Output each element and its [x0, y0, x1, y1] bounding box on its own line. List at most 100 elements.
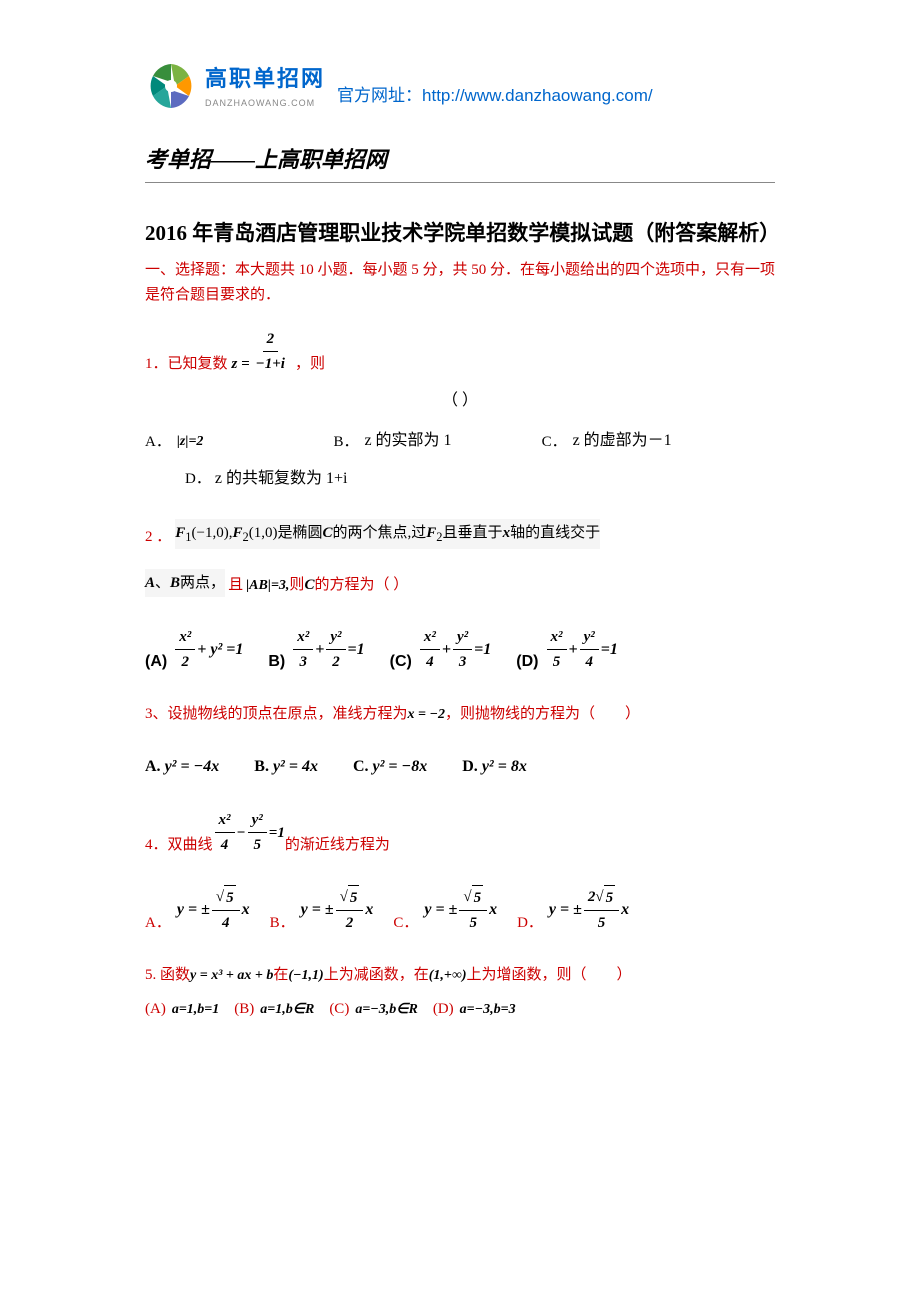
q5-optC: (C) a=−3,b∈R [329, 997, 418, 1021]
q1-formula: z = 2 −1+i [232, 327, 291, 376]
q2-and: 且 [228, 573, 243, 597]
q5-stem: 5. 函数 y = x³ + ax + b 在 (−1,1) 上为减函数，在 (… [145, 963, 775, 987]
q4-optD-label: D． [517, 911, 543, 935]
q5-optB-label: (B) [234, 997, 254, 1021]
logo-text: 高职单招网 DANZHAOWANG.COM [205, 61, 325, 111]
q2-line1: 2 ． F1(−1,0),F2(1,0)是椭圆C的两个焦点,过F2且垂直于x轴的… [145, 519, 775, 549]
q3-optC-eq: C. y² = −8x [353, 754, 427, 780]
q2-optD: (D) x²5+y²4=1 [516, 625, 618, 674]
q5-mid2: 上为减函数，在 [324, 963, 429, 987]
q4-optA-eq: y = ±54x [177, 885, 250, 935]
q4-optA: A． y = ±54x [145, 885, 250, 935]
q2-abeq: |AB|=3, [246, 575, 289, 597]
q4-optC: C． y = ±55x [393, 885, 497, 935]
q5-int1: (−1,1) [288, 965, 323, 987]
q5-optA: (A) a=1,b=1 [145, 997, 219, 1021]
q5-optA-eq: a=1,b=1 [172, 999, 219, 1021]
q4-optB-label: B． [270, 911, 295, 935]
q2-stem1: F1(−1,0),F2(1,0)是椭圆C的两个焦点,过F2且垂直于x轴的直线交于 [175, 519, 600, 549]
q1-zeq: z = [232, 352, 250, 376]
url-value: http://www.danzhaowang.com/ [422, 86, 653, 105]
q4-optC-label: C． [393, 911, 418, 935]
q5-optC-label: (C) [329, 997, 349, 1021]
page-header: 高职单招网 DANZHAOWANG.COM 官方网址：http://www.da… [145, 60, 775, 112]
q5-optA-label: (A) [145, 997, 166, 1021]
q5-optC-eq: a=−3,b∈R [355, 999, 418, 1021]
q3-options: A. y² = −4x B. y² = 4x C. y² = −8x D. y²… [145, 754, 775, 780]
q5-optB-eq: a=1,b∈R [260, 999, 314, 1021]
question-5: 5. 函数 y = x³ + ax + b 在 (−1,1) 上为减函数，在 (… [145, 963, 775, 1021]
q2-C: C [304, 573, 314, 597]
logo-section: 高职单招网 DANZHAOWANG.COM [145, 60, 325, 112]
q5-options: (A) a=1,b=1 (B) a=1,b∈R (C) a=−3,b∈R (D)… [145, 997, 775, 1021]
url-label: 官方网址： [337, 86, 422, 105]
q1-optC: C． z 的虚部为－1 [542, 428, 672, 454]
q1-optB-label: B． [333, 430, 358, 454]
question-4: 4．双曲线 x²4−y²5=1 的渐近线方程为 A． y = ±54x B． y… [145, 808, 775, 935]
q2-then: 则 [289, 573, 304, 597]
q3-eq: x = −2 [408, 704, 445, 726]
question-2: 2 ． F1(−1,0),F2(1,0)是椭圆C的两个焦点,过F2且垂直于x轴的… [145, 519, 775, 674]
q5-prefix: 5. 函数 [145, 963, 190, 987]
q5-optD-label: (D) [433, 997, 454, 1021]
logo-icon [145, 60, 197, 112]
q5-optB: (B) a=1,b∈R [234, 997, 314, 1021]
q4-options: A． y = ±54x B． y = ±52x C． y = ±55x D． y… [145, 885, 775, 935]
q3-optB-eq: B. y² = 4x [254, 754, 318, 780]
q3-optB: B. y² = 4x [254, 754, 318, 780]
q3-optA: A. y² = −4x [145, 754, 219, 780]
q4-eq: x²4−y²5=1 [213, 808, 285, 857]
q2-suffix: 的方程为（ ） [314, 573, 408, 597]
q2-optA-eq: x²2+ y² =1 [173, 625, 243, 674]
q3-optD-eq: D. y² = 8x [462, 754, 527, 780]
q2-optD-eq: x²5+y²4=1 [545, 625, 618, 674]
q3-optC: C. y² = −8x [353, 754, 427, 780]
q1-paren: （ ） [145, 388, 775, 414]
q5-eq1: y = x³ + ax + b [190, 965, 273, 987]
q2-optC-label: (C) [390, 649, 412, 675]
q3-optA-eq: A. y² = −4x [145, 754, 219, 780]
q1-optA: A． |z|=2 [145, 430, 203, 454]
q4-stem: 4．双曲线 x²4−y²5=1 的渐近线方程为 [145, 808, 775, 857]
q4-suffix: 的渐近线方程为 [285, 833, 390, 857]
q5-optD-eq: a=−3,b=3 [460, 999, 516, 1021]
q3-stem: 3、设抛物线的顶点在原点，准线方程为 x = −2 ，则抛物线的方程为（ ） [145, 702, 775, 726]
q1-optD: D． z 的共轭复数为 1+i [185, 466, 775, 492]
q4-optD: D． y = ±255x [517, 885, 629, 935]
q2-optB-label: B) [268, 649, 285, 675]
q1-optB: B． z 的实部为 1 [333, 428, 451, 454]
section-header: 一、选择题：本大题共 10 小题．每小题 5 分，共 50 分．在每小题给出的四… [145, 258, 775, 309]
q1-options-row1: A． |z|=2 B． z 的实部为 1 C． z 的虚部为－1 [145, 428, 775, 454]
question-1: 1．已知复数 z = 2 −1+i ，则 （ ） A． |z|=2 B． z 的… [145, 327, 775, 492]
q1-prefix: 1．已知复数 [145, 352, 228, 376]
q5-mid1: 在 [273, 963, 288, 987]
url-text: 官方网址：http://www.danzhaowang.com/ [337, 82, 653, 112]
q2-optC-eq: x²4+y²3=1 [418, 625, 491, 674]
q1-optA-label: A． [145, 430, 171, 454]
q1-suffix: ，则 [295, 352, 325, 376]
q3-prefix: 3、设抛物线的顶点在原点，准线方程为 [145, 702, 408, 726]
q3-optD: D. y² = 8x [462, 754, 527, 780]
q2-optD-label: (D) [516, 649, 538, 675]
q4-prefix: 4．双曲线 [145, 833, 213, 857]
logo-title: 高职单招网 [205, 61, 325, 96]
q1-num: 2 [263, 327, 279, 352]
logo-subtitle: DANZHAOWANG.COM [205, 96, 325, 110]
q2-options: (A) x²2+ y² =1 B) x²3+y²2=1 (C) x²4+y²3=… [145, 625, 775, 674]
q3-suffix: ，则抛物线的方程为（ ） [445, 702, 640, 726]
q2-optA: (A) x²2+ y² =1 [145, 625, 243, 674]
q1-stem: 1．已知复数 z = 2 −1+i ，则 [145, 327, 775, 376]
q2-optA-label: (A) [145, 649, 167, 675]
q5-optD: (D) a=−3,b=3 [433, 997, 516, 1021]
exam-title: 2016 年青岛酒店管理职业技术学院单招数学模拟试题（附答案解析） [145, 218, 775, 250]
q1-den: −1+i [252, 352, 289, 376]
q1-optA-text: |z|=2 [177, 431, 204, 453]
q2-optC: (C) x²4+y²3=1 [390, 625, 492, 674]
slogan: 考单招——上高职单招网 [145, 142, 775, 183]
q5-int2: (1,+∞) [429, 965, 467, 987]
q5-suffix: 上为增函数，则（ ） [467, 963, 632, 987]
q1-optB-text: z 的实部为 1 [364, 428, 451, 454]
q4-optD-eq: y = ±255x [549, 885, 629, 935]
q4-optC-eq: y = ±55x [424, 885, 497, 935]
q2-optB-eq: x²3+y²2=1 [291, 625, 364, 674]
